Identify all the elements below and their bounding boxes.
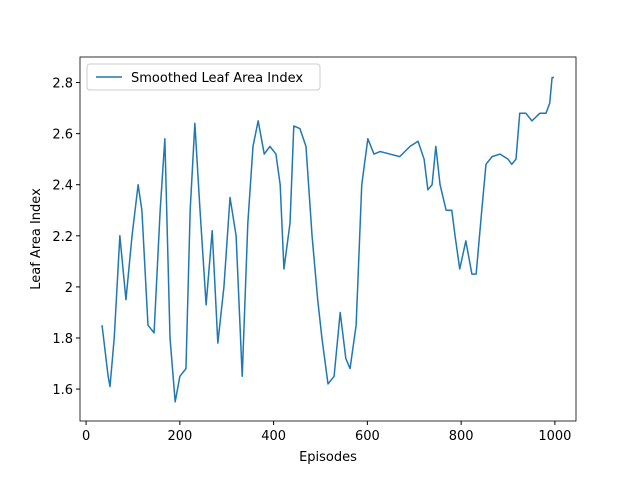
x-axis-label: Episodes xyxy=(299,450,357,465)
y-tick-label: 2.8 xyxy=(52,77,73,92)
x-tick-label: 200 xyxy=(167,429,192,444)
y-tick-label: 2.6 xyxy=(52,128,73,143)
y-tick-label: 1.8 xyxy=(52,332,73,347)
y-tick-label: 1.6 xyxy=(52,383,73,398)
y-axis-label: Leaf Area Index xyxy=(29,188,44,290)
y-tick-label: 2.2 xyxy=(52,230,73,245)
x-tick-label: 0 xyxy=(82,429,90,444)
y-tick-label: 2.4 xyxy=(52,179,73,194)
y-tick-label: 2 xyxy=(65,281,73,296)
x-tick-label: 800 xyxy=(449,429,474,444)
x-tick-label: 1000 xyxy=(538,429,571,444)
legend-label: Smoothed Leaf Area Index xyxy=(131,71,303,86)
x-tick-label: 600 xyxy=(355,429,380,444)
x-tick-label: 400 xyxy=(261,429,286,444)
data-line xyxy=(101,76,554,403)
legend-box xyxy=(86,63,321,91)
plot-frame xyxy=(79,56,577,422)
